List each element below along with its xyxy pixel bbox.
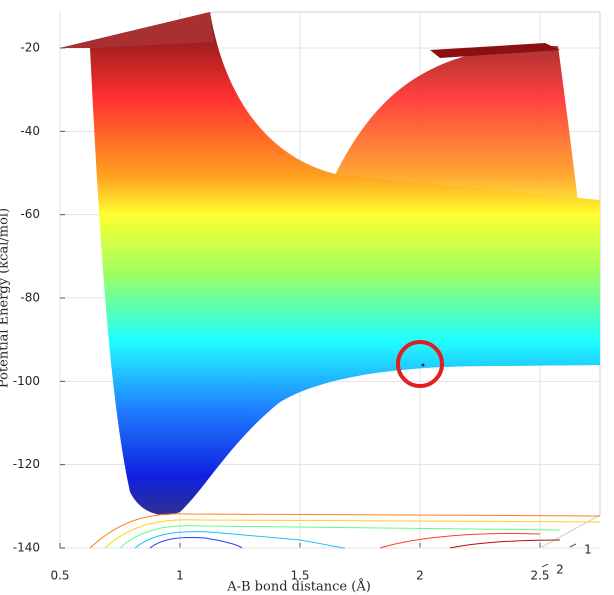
- z-tick-label: -80: [20, 291, 40, 305]
- y-tick-label: 2: [556, 563, 564, 577]
- x-tick-label: 2.5: [530, 569, 549, 583]
- z-tick-label: -120: [13, 457, 40, 471]
- x-tick-label: 2: [416, 569, 424, 583]
- surface-edge: [430, 43, 560, 58]
- surface-ridge: [178, 46, 600, 512]
- z-tick-label: -40: [20, 124, 40, 138]
- contour-line: [149, 537, 243, 549]
- x-tick-label: 1.5: [290, 569, 309, 583]
- contour-line: [134, 531, 346, 549]
- x-axis-label: A-B bond distance (Å): [226, 579, 371, 595]
- y-tick-label: 1: [584, 543, 592, 557]
- z-axis-label: Potential Energy (kcal/mol): [0, 208, 12, 388]
- z-tick-label: -60: [20, 207, 40, 221]
- y-tick: [541, 563, 549, 568]
- surface: [60, 12, 600, 516]
- contours: [89, 513, 601, 549]
- box-edge: [539, 514, 601, 549]
- point-marker: [421, 363, 425, 367]
- highlight-circle: [396, 340, 444, 388]
- z-tick-label: -140: [13, 541, 40, 555]
- z-tick-label: -20: [20, 41, 40, 55]
- x-tick-label: 0.5: [50, 569, 69, 583]
- contour-line: [119, 525, 561, 549]
- contour-line: [379, 533, 541, 549]
- y-tick: [569, 543, 577, 548]
- contour-line: [449, 539, 561, 549]
- contour-line: [89, 513, 601, 549]
- z-tick-label: -100: [13, 374, 40, 388]
- contour-line: [104, 519, 601, 549]
- x-tick-label: 1: [176, 569, 184, 583]
- surface-edge: [60, 12, 214, 48]
